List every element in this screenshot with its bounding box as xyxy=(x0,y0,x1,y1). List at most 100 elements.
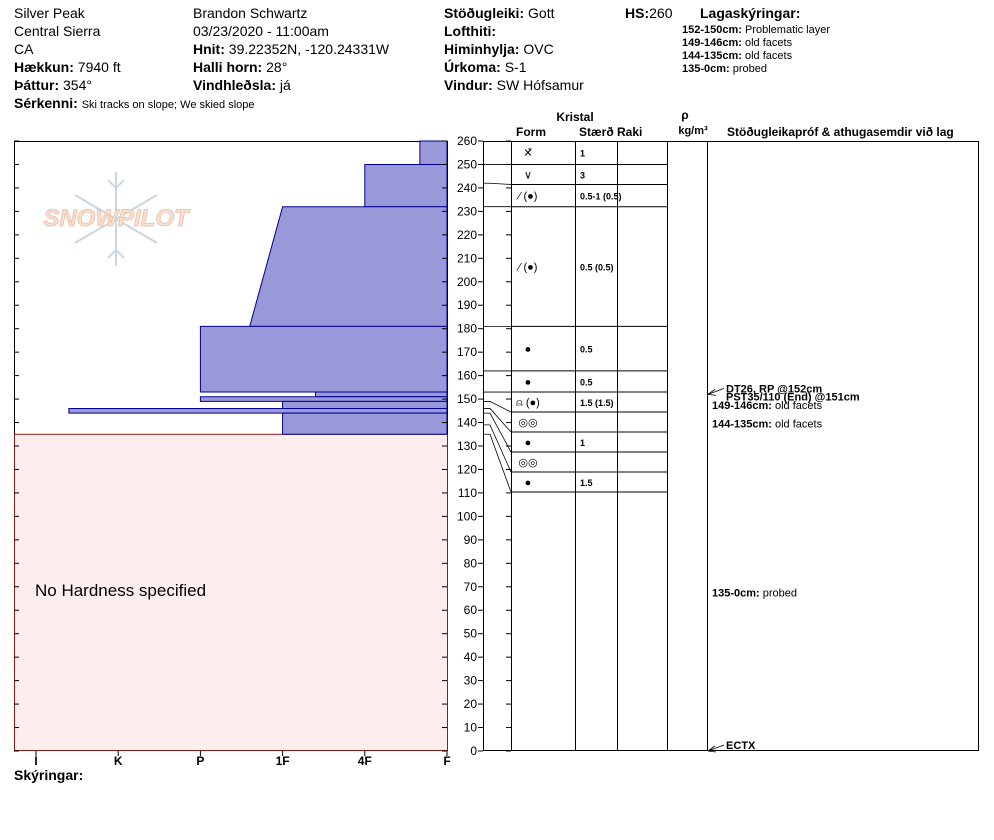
depth-axis: 0 10 20 30 40 50 60 70 80 90 100 110 120 130 140 150 160… xyxy=(457,134,511,758)
layer-connector xyxy=(483,433,512,493)
grain-form-icon: ✕̄ xyxy=(523,148,532,160)
arrow-head-icon xyxy=(707,389,717,396)
wind-loading-row: Vindhleðsla: já xyxy=(193,77,291,93)
hardness-layer xyxy=(199,325,448,393)
snowflake-icon xyxy=(74,172,158,266)
elevation: 7940 ft xyxy=(77,59,121,75)
annotation-text: 149-146cm: old facets xyxy=(712,400,823,412)
annotation-text: PST35/110 (End) @151cm xyxy=(726,392,860,404)
depth-label: 200 xyxy=(457,275,477,289)
hardness-layer xyxy=(282,400,448,409)
hardness-layer xyxy=(199,396,448,402)
grain-form-icon: ⁄ (●) xyxy=(516,191,538,203)
depth-label: 210 xyxy=(457,251,477,265)
layer-connector xyxy=(483,412,512,453)
arrow-head-icon xyxy=(707,745,717,753)
hardness-layer xyxy=(364,163,448,208)
no-hardness-region xyxy=(14,433,448,751)
header-mid: Brandon Schwartz 03/23/2020 - 11:00am Hn… xyxy=(193,4,389,94)
annotation-text: DT26, RP @152cm xyxy=(726,383,822,395)
range: Central Sierra xyxy=(14,23,101,39)
crystal-title: Kristal xyxy=(556,110,593,124)
grain-size: 0.5 xyxy=(580,377,593,387)
grain-size: 1.5 (1.5) xyxy=(580,398,614,408)
depth-label: 70 xyxy=(464,580,478,594)
layer-connector xyxy=(483,408,512,433)
depth-label: 140 xyxy=(457,416,477,430)
legend-item: 152-150cm: Problematic layer xyxy=(682,24,830,36)
wind-loading: já xyxy=(279,77,291,93)
datetime: 03/23/2020 - 11:00am xyxy=(193,23,329,39)
layer-connector xyxy=(483,401,512,413)
depth-label: 260 xyxy=(457,134,477,148)
depth-label: 10 xyxy=(464,721,478,735)
depth-label: 180 xyxy=(457,322,477,336)
air-temp-row: Lofthiti: xyxy=(444,23,497,39)
hardness-layers xyxy=(68,140,448,435)
col-tests: Stöðugleikapróf & athugasemdir við lag xyxy=(727,125,954,139)
grain-form-icon: ◎◎ xyxy=(518,417,537,429)
coords: 39.22352N, -120.24331W xyxy=(228,41,390,57)
observer: Brandon Schwartz xyxy=(193,5,308,21)
legend-title: Lagaskýringar: xyxy=(700,5,801,21)
hardness-tick-label: F xyxy=(443,754,450,768)
header-right: Stöðugleiki: Gott Lofthiti: Himinhylja: … xyxy=(444,4,584,94)
hardness-tick-label: I xyxy=(34,754,37,768)
annotation-text: ECTX xyxy=(726,740,756,752)
wind: SW Hófsamur xyxy=(496,77,584,93)
layer-connector xyxy=(483,424,512,473)
sky: OVC xyxy=(523,41,554,57)
legend-list: 152-150cm: Problematic layer 149-146cm: … xyxy=(682,24,830,76)
hardness-layer xyxy=(419,140,448,165)
grain-form-icon: ● xyxy=(525,344,532,356)
grain-size: 0.5-1 (0.5) xyxy=(580,192,622,202)
no-hardness-text: No Hardness specified xyxy=(35,581,206,600)
hardness-tick-label: K xyxy=(114,754,123,768)
legend-item: 144-135cm: old facets xyxy=(682,50,793,62)
grain-form-icon: ⁄ (●) xyxy=(516,262,538,274)
stability: Gott xyxy=(528,5,555,21)
grain-form-icon: ∨ xyxy=(524,169,532,181)
aspect-row: Þáttur: 354° xyxy=(14,77,92,93)
hardness-layer xyxy=(314,391,448,398)
annotation-text: 144-135cm: old facets xyxy=(712,419,823,431)
depth-label: 150 xyxy=(457,392,477,406)
precip: S-1 xyxy=(504,59,527,75)
annotation-arrow xyxy=(707,388,725,395)
depth-label: 40 xyxy=(464,650,478,664)
table-rows: ✕̄ 1 ∨ 3 ⁄ (●) 0.5-1 (0.5) ⁄ (●) 0.5 (0.5) ● 0.5 ●… xyxy=(483,148,667,493)
features-row: Sérkenni: Ski tracks on slope; We skied … xyxy=(14,95,255,111)
depth-label: 90 xyxy=(464,533,478,547)
depth-label: 100 xyxy=(457,509,477,523)
depth-label: 240 xyxy=(457,181,477,195)
depth-label: 160 xyxy=(457,369,477,383)
table-frame xyxy=(483,141,979,751)
slope: 28° xyxy=(266,59,288,75)
col-moisture: Raki xyxy=(617,125,642,139)
depth-label: 30 xyxy=(464,674,478,688)
depth-label: 20 xyxy=(464,697,478,711)
grain-size: 0.5 (0.5) xyxy=(580,263,614,273)
depth-label: 130 xyxy=(457,439,477,453)
elevation-row: Hækkun: 7940 ft xyxy=(14,59,121,75)
depth-label: 220 xyxy=(457,228,477,242)
stability-row: Stöðugleiki: Gott xyxy=(444,5,555,21)
grain-size: 3 xyxy=(580,170,585,180)
sky-row: Himinhylja: OVC xyxy=(444,41,554,57)
aspect: 354° xyxy=(63,77,92,93)
notes-label: Skýringar: xyxy=(14,767,84,783)
slope-row: Halli horn: 28° xyxy=(193,59,288,75)
features: Ski tracks on slope; We skied slope xyxy=(81,99,255,111)
hs-value: 260 xyxy=(649,5,673,21)
density-symbol: ρ xyxy=(681,108,688,122)
layer-connector xyxy=(483,182,512,185)
density-unit: kg/m³ xyxy=(678,125,708,137)
hardness-tick-label: 4F xyxy=(358,754,372,768)
grain-form-icon: ⍝ (●) xyxy=(516,397,540,409)
snow-profile-chart: No Hardness specified SNOWPILOT I K P 1F 4F F… xyxy=(14,108,979,768)
depth-label: 80 xyxy=(464,556,478,570)
col-size: Stærð xyxy=(579,125,614,139)
col-form: Form xyxy=(516,125,546,139)
depth-label: 120 xyxy=(457,462,477,476)
